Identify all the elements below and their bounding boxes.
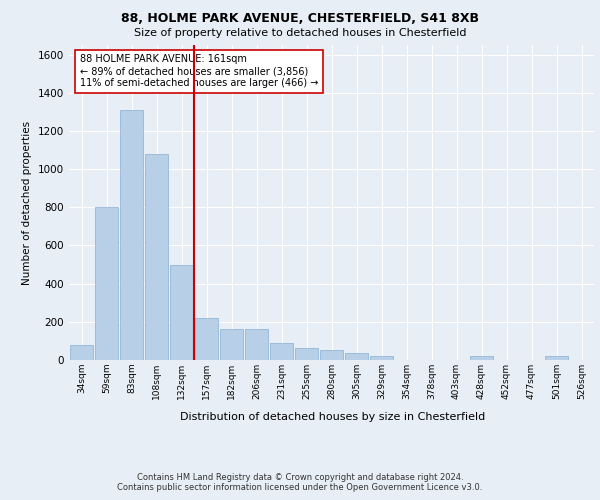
Bar — [295, 348, 319, 360]
Bar — [194, 318, 218, 360]
Y-axis label: Number of detached properties: Number of detached properties — [22, 120, 32, 284]
Bar — [119, 110, 143, 360]
Text: 88 HOLME PARK AVENUE: 161sqm
← 89% of detached houses are smaller (3,856)
11% of: 88 HOLME PARK AVENUE: 161sqm ← 89% of de… — [79, 54, 318, 88]
Bar — [245, 330, 268, 360]
Text: Contains HM Land Registry data © Crown copyright and database right 2024.
Contai: Contains HM Land Registry data © Crown c… — [118, 473, 482, 492]
Text: 88, HOLME PARK AVENUE, CHESTERFIELD, S41 8XB: 88, HOLME PARK AVENUE, CHESTERFIELD, S41… — [121, 12, 479, 26]
Bar — [170, 264, 193, 360]
Bar — [344, 354, 368, 360]
Text: Size of property relative to detached houses in Chesterfield: Size of property relative to detached ho… — [134, 28, 466, 38]
Bar — [70, 344, 94, 360]
Bar — [95, 208, 118, 360]
Bar — [545, 356, 568, 360]
Bar — [470, 356, 493, 360]
Bar — [370, 356, 394, 360]
Bar — [320, 350, 343, 360]
Bar — [269, 343, 293, 360]
Bar — [220, 328, 244, 360]
Bar — [145, 154, 169, 360]
Text: Distribution of detached houses by size in Chesterfield: Distribution of detached houses by size … — [181, 412, 485, 422]
